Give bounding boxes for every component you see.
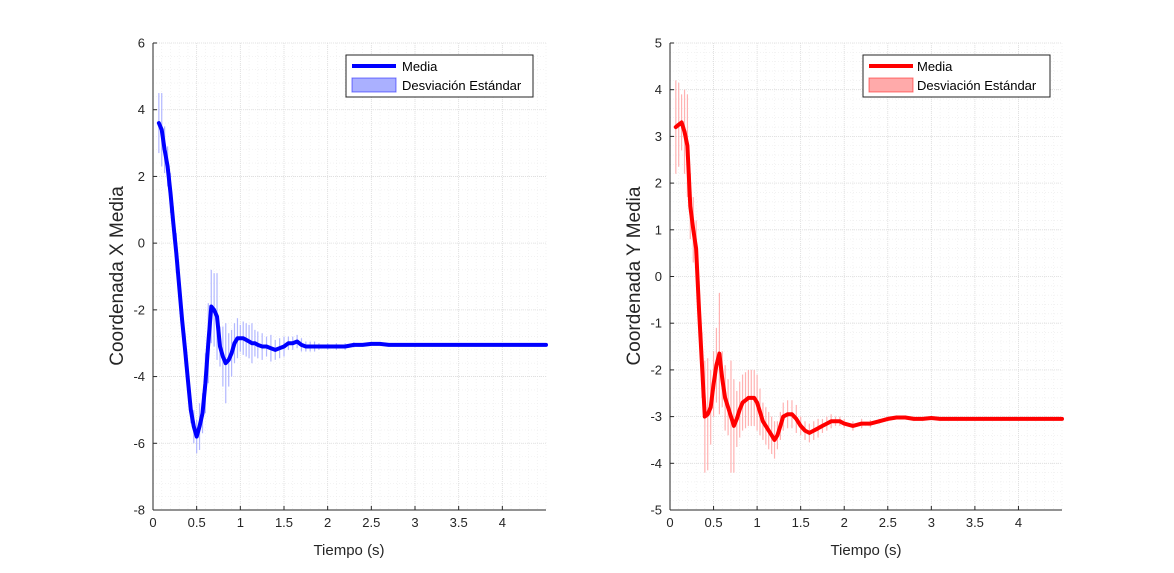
y-tick-label: -1 <box>650 316 662 331</box>
axes-frame <box>152 43 546 511</box>
mean-line <box>673 120 1064 442</box>
x-tick-label: 4 <box>1015 515 1022 530</box>
x-tick-label: 1.5 <box>792 515 810 530</box>
x-tick-label: 2 <box>324 515 331 530</box>
y-tick-labels: -8 -6 -4 -2 0 2 4 6 <box>133 36 157 518</box>
y-axis-label: Coordenada Y Media <box>624 186 645 365</box>
y-tick-label: -6 <box>133 436 145 451</box>
y-tick-label: -2 <box>133 302 145 317</box>
x-tick-label: 1 <box>237 515 244 530</box>
y-tick-label: -4 <box>133 369 145 384</box>
x-tick-label: 0.5 <box>188 515 206 530</box>
x-tick-label: 3.5 <box>966 515 984 530</box>
x-tick-label: 2.5 <box>879 515 897 530</box>
y-tick-label: 5 <box>655 36 662 51</box>
x-coordinate-chart: 0 0.5 1 1.5 2 2.5 3 3.5 4 -8 -6 -4 -2 0 2 4 6 Tiempo (s… <box>107 36 548 559</box>
x-tick-label: 3 <box>928 515 935 530</box>
mean-series-line <box>673 120 1064 442</box>
legend: Media Desviación Estándar <box>345 54 534 98</box>
legend: Media Desviación Estándar <box>862 54 1051 98</box>
legend-std-swatch <box>868 77 914 93</box>
y-tick-label: 3 <box>655 129 662 144</box>
legend-std-label: Desviación Estándar <box>917 78 1037 93</box>
y-tick-labels: -5 -4 -3 -2 -1 0 1 2 3 4 5 <box>650 36 674 518</box>
y-tick-label: -4 <box>650 456 662 471</box>
legend-std-swatch <box>351 77 397 93</box>
y-tick-label: -8 <box>133 503 145 518</box>
x-tick-label: 0 <box>149 515 156 530</box>
legend-mean-label: Media <box>917 59 953 74</box>
x-axis-label: Tiempo (s) <box>313 542 384 559</box>
x-tick-label: 3.5 <box>450 515 468 530</box>
x-tick-label: 2 <box>841 515 848 530</box>
x-tick-label: 1.5 <box>275 515 293 530</box>
mean-series-line <box>156 121 548 439</box>
y-tick-label: 4 <box>138 102 145 117</box>
plot-area <box>153 43 546 510</box>
x-tick-label: 1 <box>753 515 760 530</box>
y-tick-label: -5 <box>650 503 662 518</box>
x-axis-label: Tiempo (s) <box>830 542 901 559</box>
y-tick-label: 0 <box>138 236 145 251</box>
x-tick-labels: 0 0.5 1 1.5 2 2.5 3 3.5 4 <box>149 506 506 530</box>
y-tick-label: 0 <box>655 269 662 284</box>
y-tick-label: 6 <box>138 36 145 51</box>
x-tick-labels: 0 0.5 1 1.5 2 2.5 3 3.5 4 <box>666 506 1022 530</box>
mean-line <box>156 121 548 439</box>
y-tick-label: -3 <box>650 409 662 424</box>
legend-std-label: Desviación Estándar <box>402 78 522 93</box>
y-coordinate-chart: 0 0.5 1 1.5 2 2.5 3 3.5 4 -5 -4 -3 -2 -1 0 1 2 3 4 5 Tiemp… <box>624 36 1064 559</box>
y-tick-label: -2 <box>650 362 662 377</box>
x-tick-label: 4 <box>499 515 506 530</box>
y-axis-label: Coordenada X Media <box>107 186 128 366</box>
y-tick-label: 4 <box>655 82 662 97</box>
y-tick-label: 1 <box>655 222 662 237</box>
y-tick-label: 2 <box>655 176 662 191</box>
legend-mean-label: Media <box>402 59 438 74</box>
x-tick-label: 3 <box>411 515 418 530</box>
y-tick-label: 2 <box>138 169 145 184</box>
x-tick-label: 2.5 <box>362 515 380 530</box>
x-tick-label: 0 <box>666 515 673 530</box>
x-tick-label: 0.5 <box>705 515 723 530</box>
